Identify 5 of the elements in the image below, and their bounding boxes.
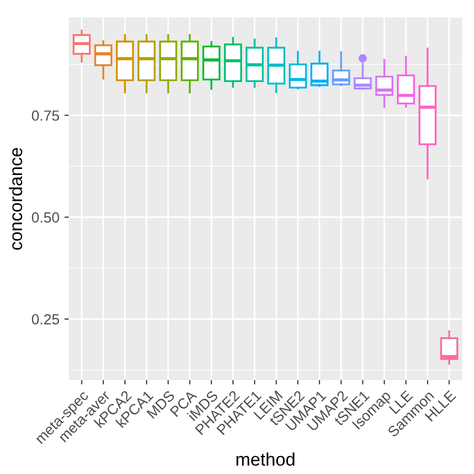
- y-tick-label: 0.25: [32, 314, 60, 324]
- y-axis-title: concordance: [8, 148, 22, 250]
- y-tick-label: 0.50: [32, 212, 60, 223]
- x-axis-title: method: [236, 452, 294, 466]
- y-tick-label: 0.75: [32, 110, 60, 121]
